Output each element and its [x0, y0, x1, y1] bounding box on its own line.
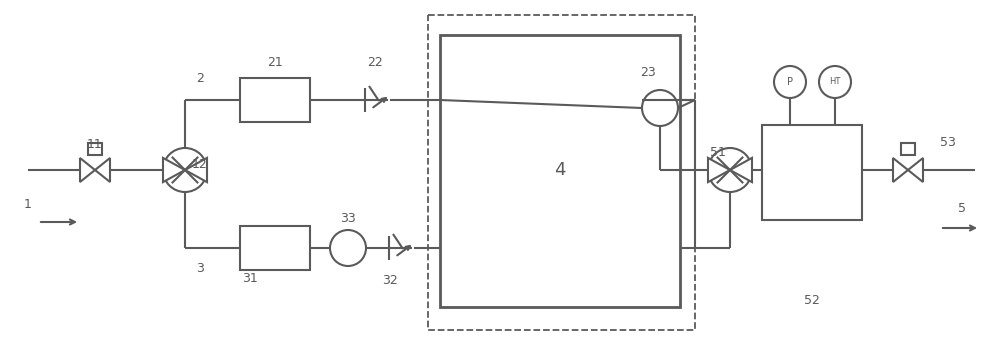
Text: P: P: [787, 77, 793, 87]
Text: HT: HT: [829, 77, 841, 87]
Text: 5: 5: [958, 202, 966, 214]
Bar: [428, 15, 695, 330]
Bar: [762, 125, 862, 220]
Text: 1: 1: [24, 198, 32, 211]
Bar: [240, 78, 310, 122]
Text: 53: 53: [940, 136, 956, 149]
Text: 23: 23: [640, 65, 656, 78]
Text: 21: 21: [267, 56, 283, 69]
Text: 31: 31: [242, 271, 258, 284]
Bar: [88, 143, 102, 155]
Bar: [440, 35, 680, 307]
Polygon shape: [730, 158, 752, 182]
Text: 2: 2: [196, 72, 204, 85]
Text: 52: 52: [804, 294, 820, 307]
Text: 3: 3: [196, 262, 204, 275]
Text: 12: 12: [192, 159, 208, 172]
Polygon shape: [163, 158, 185, 182]
Bar: [240, 226, 310, 270]
Polygon shape: [708, 158, 730, 182]
Text: 11: 11: [87, 138, 103, 151]
Polygon shape: [185, 158, 207, 182]
Text: 51: 51: [710, 146, 726, 159]
Text: 33: 33: [340, 211, 356, 224]
Bar: [901, 143, 915, 155]
Text: 22: 22: [367, 56, 383, 69]
Text: 4: 4: [554, 161, 566, 179]
Text: 32: 32: [382, 273, 398, 286]
